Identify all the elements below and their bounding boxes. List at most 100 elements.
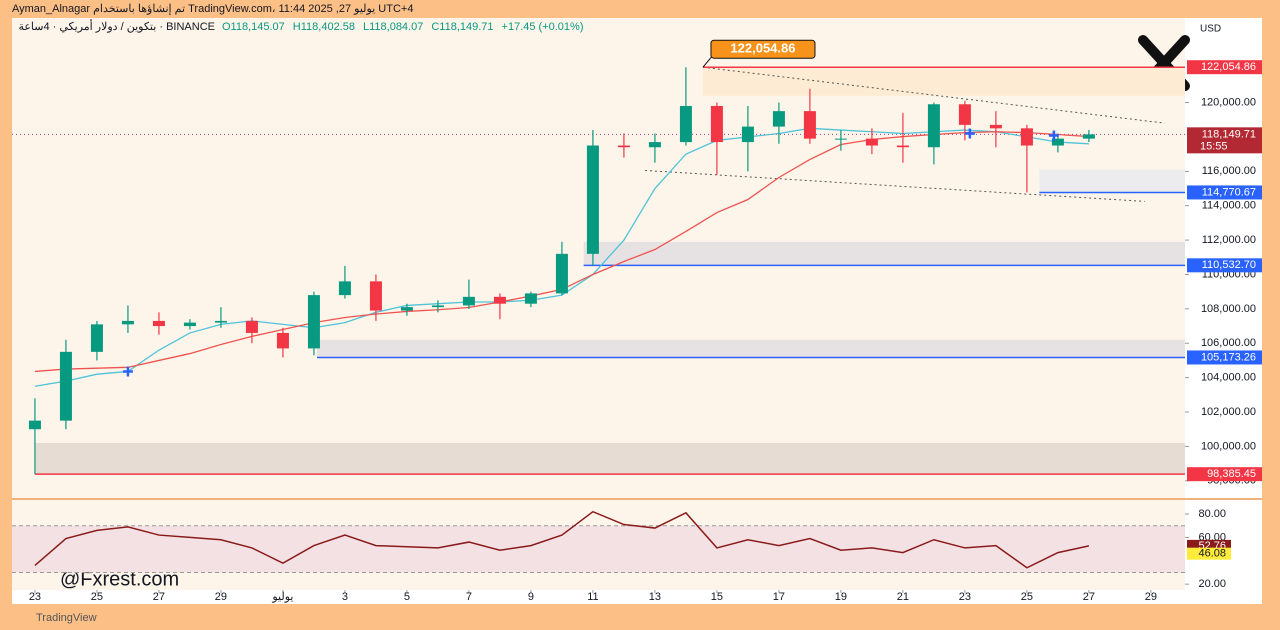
currency: USD xyxy=(1200,24,1221,35)
candle-body xyxy=(431,305,444,308)
candle-body xyxy=(462,296,475,306)
x-tick-label: 19 xyxy=(835,591,847,603)
rsi-tick-label: 20.00 xyxy=(1198,578,1226,590)
candle-body xyxy=(803,111,816,139)
x-tick-label: 25 xyxy=(1021,591,1033,603)
candle-body xyxy=(214,320,227,323)
level-label-bg xyxy=(1187,350,1262,365)
candle-body xyxy=(28,420,41,430)
footer: TradingView xyxy=(36,612,97,624)
candle-body xyxy=(245,320,258,333)
candle-body xyxy=(617,145,630,148)
level-label: 98,385.45 xyxy=(1207,468,1256,480)
x-tick-label: 25 xyxy=(91,591,103,603)
current-label: 118,149.71 xyxy=(1202,128,1256,140)
candle-body xyxy=(989,124,1002,129)
candle-body xyxy=(555,253,568,294)
symbol: بتكوين / دولار أمريكي · 4ساعة · BINANCE xyxy=(18,19,215,33)
candle-body xyxy=(710,105,723,143)
candle-body xyxy=(1020,128,1033,146)
level-label: 114,770.67 xyxy=(1202,186,1256,198)
ohlc-value: L118,084.07 xyxy=(363,21,423,33)
watermark: @Fxrest.com xyxy=(60,568,179,590)
ohlc-value: O118,145.07 xyxy=(222,21,285,33)
price-axis xyxy=(1185,18,1262,604)
y-tick-label: 120,000.00 xyxy=(1201,96,1256,108)
candle-body xyxy=(90,324,103,352)
level-label: 122,054.86 xyxy=(1201,61,1256,73)
zone xyxy=(583,241,1185,266)
candle-body xyxy=(927,104,940,148)
level-label: 105,173.26 xyxy=(1201,351,1256,363)
ohlc-value: C118,149.71 xyxy=(431,21,493,33)
candle-body xyxy=(183,322,196,327)
x-tick-label: 23 xyxy=(959,591,971,603)
candle-body xyxy=(307,295,320,349)
x-tick-label: 7 xyxy=(466,591,472,603)
trendline xyxy=(644,169,1145,202)
marker xyxy=(1048,130,1059,141)
rsi-signal-label: 46.08 xyxy=(1198,548,1226,560)
marker xyxy=(122,366,133,377)
candle-body xyxy=(834,138,847,140)
candle-body xyxy=(121,320,134,325)
moving-average xyxy=(34,127,1089,387)
level-label: 110,532.70 xyxy=(1202,259,1256,271)
candle-body xyxy=(400,307,413,311)
candle-body xyxy=(896,145,909,148)
y-tick-label: 114,000.00 xyxy=(1202,200,1256,212)
candle-body xyxy=(524,293,537,304)
x-tick-label: 27 xyxy=(1083,591,1095,603)
x-tick-label: 15 xyxy=(711,591,723,603)
candle-body xyxy=(276,332,289,349)
author-line: Ayman_Alnagar تم إنشاؤها باستخدام Tradin… xyxy=(12,3,413,15)
x-tick-label: 29 xyxy=(215,591,227,603)
y-tick-label: 100,000.00 xyxy=(1201,440,1256,452)
candle-body xyxy=(741,126,754,143)
marker xyxy=(964,128,975,139)
x-tick-label: 29 xyxy=(1145,591,1157,603)
zone xyxy=(702,67,1185,96)
rsi-band xyxy=(12,525,1185,573)
y-tick-label: 116,000.00 xyxy=(1202,165,1256,177)
ohlc-value: +17.45 (+0.01%) xyxy=(502,21,584,33)
x-tick-label: 9 xyxy=(528,591,534,603)
x-tick-label: 21 xyxy=(897,591,909,603)
x-tick-label: 27 xyxy=(153,591,165,603)
x-tick-label: 13 xyxy=(649,591,661,603)
x-tick-label: 17 xyxy=(773,591,785,603)
candle-body xyxy=(679,105,692,143)
annotation-box xyxy=(710,39,816,59)
y-tick-label: 112,000.00 xyxy=(1202,234,1256,246)
candle-body xyxy=(493,296,506,304)
zone xyxy=(34,442,1186,475)
candle-body xyxy=(772,111,785,127)
candle-body xyxy=(152,320,165,327)
candle-body xyxy=(865,138,878,146)
candle-body xyxy=(338,281,351,296)
y-tick-label: 104,000.00 xyxy=(1201,372,1256,384)
level-label-bg xyxy=(1187,467,1262,482)
candle-body xyxy=(59,351,72,421)
y-tick-label: 102,000.00 xyxy=(1201,406,1256,418)
rsi-tick-label: 80.00 xyxy=(1198,508,1226,520)
rsi-line xyxy=(34,510,1090,569)
y-tick-label: 106,000.00 xyxy=(1201,337,1256,349)
ohlc-value: H118,402.58 xyxy=(293,21,355,33)
x-tick-label: 23 xyxy=(29,591,41,603)
time-axis xyxy=(12,590,1185,604)
x-tick-label: 3 xyxy=(342,591,348,603)
current-label-bg xyxy=(1187,127,1262,154)
y-tick-label: 108,000.00 xyxy=(1201,303,1256,315)
x-tick-label: يوليو xyxy=(271,591,293,603)
annotation-label: 122,054.86 xyxy=(730,41,795,56)
level-label-bg xyxy=(1187,185,1262,200)
candle-body xyxy=(586,145,599,254)
candle-body xyxy=(648,142,661,148)
level-label-bg xyxy=(1187,60,1262,75)
x-tick-label: 11 xyxy=(587,591,598,603)
rsi-signal-bg xyxy=(1187,547,1231,560)
candle-body xyxy=(958,104,971,125)
zone xyxy=(1039,169,1185,193)
